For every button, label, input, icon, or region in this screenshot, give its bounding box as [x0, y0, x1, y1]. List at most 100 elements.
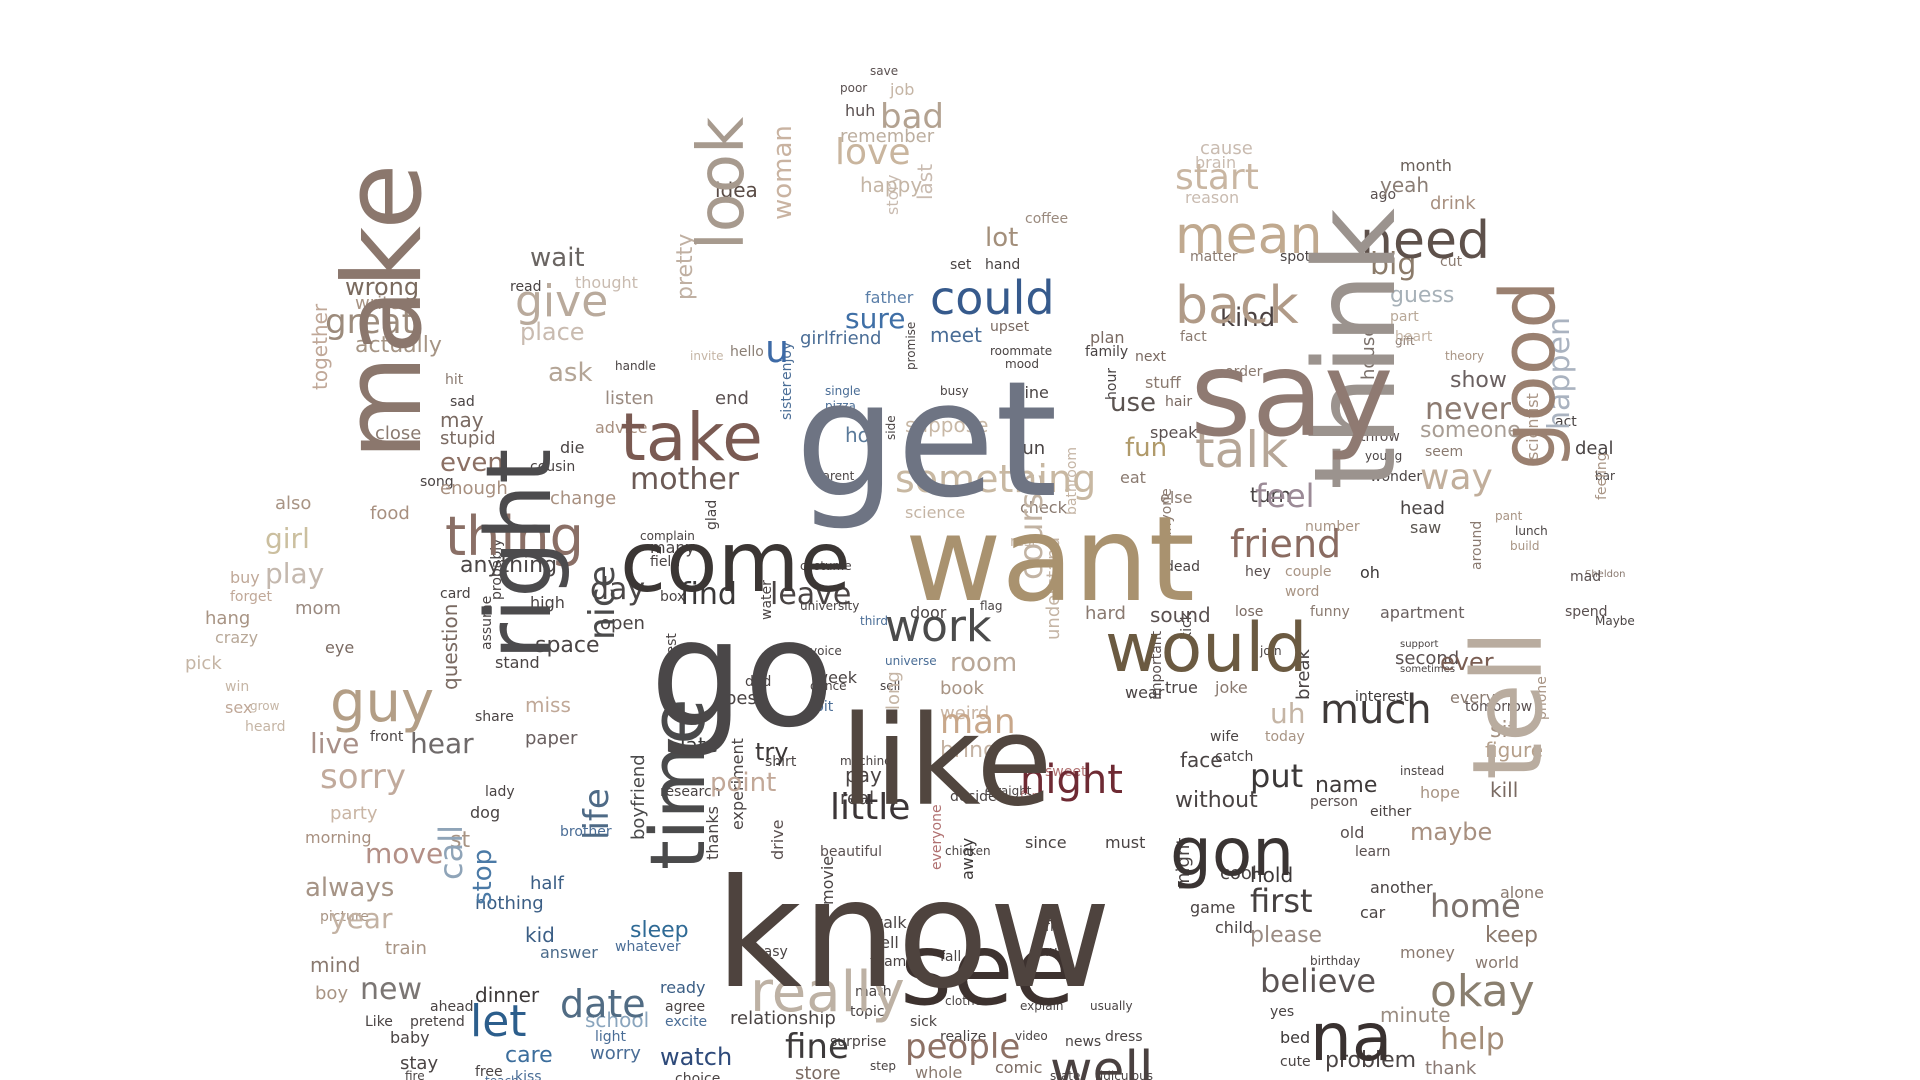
word-funny: funny: [1310, 604, 1350, 620]
word-university: university: [800, 599, 860, 613]
word-kill: kill: [1490, 778, 1519, 802]
word-lot: lot: [985, 223, 1019, 253]
word-boy: boy: [315, 983, 349, 1004]
word-great: great: [325, 302, 415, 342]
word-room: room: [950, 648, 1018, 678]
word-reason: reason: [1185, 188, 1240, 207]
word-girlfriend: girlfriend: [800, 328, 882, 349]
word-another: another: [1370, 878, 1433, 897]
word-weird: weird: [940, 703, 990, 724]
word-pay: pay: [845, 763, 882, 787]
word-go: go: [650, 588, 835, 760]
word-mother: mother: [630, 462, 740, 497]
word-ready: ready: [660, 978, 706, 997]
word-whole: whole: [915, 1063, 963, 1080]
word-realize: realize: [940, 1029, 987, 1045]
word-home: home: [1430, 887, 1521, 925]
word-alone: alone: [1500, 883, 1545, 902]
word-crazy: crazy: [215, 628, 259, 647]
word-hand: hand: [985, 257, 1021, 273]
word-little: little: [830, 787, 911, 828]
word-math: math: [855, 984, 892, 1000]
word-else: else: [1160, 488, 1193, 507]
word-pick: pick: [185, 653, 222, 674]
word-feeling: feeling: [1594, 452, 1610, 500]
word-stand: stand: [495, 653, 540, 672]
word-choice: choice: [675, 1071, 721, 1080]
word-food: food: [370, 503, 410, 524]
word-lady: lady: [485, 784, 515, 800]
word-nothing: nothing: [475, 893, 544, 914]
word-theory: theory: [1445, 349, 1485, 363]
word-birthday: birthday: [1310, 954, 1361, 968]
word-look: look: [685, 116, 759, 250]
word-step: step: [870, 1059, 896, 1073]
word-couple: couple: [1285, 564, 1332, 580]
word-name: name: [1315, 773, 1378, 798]
word-fun: fun: [1125, 433, 1168, 463]
word-mom: mom: [295, 598, 342, 619]
word-topic: topic: [850, 1004, 885, 1020]
word-chicken: chicken: [945, 844, 991, 858]
word-year: year: [330, 902, 393, 935]
word-big: big: [1370, 247, 1417, 282]
word-take: take: [620, 399, 763, 476]
word-money: money: [1400, 943, 1455, 962]
word-baby: baby: [390, 1028, 430, 1047]
word-fall: fall: [940, 949, 962, 965]
word-family: family: [1085, 344, 1129, 360]
word-like: like: [840, 690, 1053, 834]
word-ridiculous: ridiculous: [1095, 1069, 1153, 1080]
word-high: high: [530, 593, 565, 612]
word-dress: dress: [1105, 1029, 1143, 1045]
word-whatever: whatever: [615, 939, 681, 955]
word-st: st: [450, 828, 471, 853]
word-hot: hot: [845, 423, 878, 447]
word-leave: leave: [770, 577, 852, 612]
word-find: find: [680, 577, 737, 612]
word-see: see: [900, 911, 1076, 1028]
word-explain: explain: [1020, 999, 1064, 1013]
word-meet: meet: [930, 323, 982, 347]
word-news: news: [1065, 1034, 1102, 1050]
word-hair: hair: [1165, 394, 1193, 410]
word-call: call: [432, 825, 470, 880]
word-bring: bring: [940, 738, 998, 763]
word-wait: wait: [530, 243, 585, 273]
word-cut: cut: [1440, 254, 1463, 270]
word-set: set: [950, 257, 972, 273]
word-head: head: [1400, 498, 1445, 519]
word-remember: remember: [840, 126, 935, 147]
word-coffee: coffee: [1025, 211, 1069, 227]
word-song: song: [420, 474, 454, 490]
word-space: space: [535, 633, 600, 658]
word-lose: lose: [1235, 604, 1264, 620]
word-put: put: [1250, 757, 1304, 795]
word-wrong: wrong: [345, 273, 420, 301]
word-ever: ever: [1440, 648, 1494, 676]
word-idea: idea: [715, 178, 758, 202]
word-place: place: [520, 318, 585, 346]
word-sure: sure: [845, 302, 906, 335]
word-feel: feel: [1255, 477, 1315, 515]
word-month: month: [1400, 156, 1452, 175]
word-also: also: [275, 493, 312, 514]
word-check: check: [1020, 498, 1067, 517]
word-ahead: ahead: [430, 999, 474, 1015]
word-eat: eat: [1120, 468, 1146, 487]
word-hey: hey: [1245, 564, 1271, 580]
word-interest: interest: [1355, 689, 1409, 705]
word-store: store: [795, 1063, 841, 1080]
word-hit: hit: [445, 372, 464, 388]
word-busy: busy: [940, 384, 969, 398]
word-state: state: [1050, 1069, 1081, 1080]
word-box: box: [660, 589, 686, 605]
word-hello: hello: [730, 344, 764, 360]
word-anything: anything: [460, 553, 558, 578]
word-spot: spot: [1280, 249, 1311, 265]
word-sell: sell: [880, 679, 901, 693]
word-single: single: [825, 384, 861, 398]
word-suppose: suppose: [905, 413, 989, 437]
word-share: share: [475, 709, 514, 725]
word-oh: oh: [1360, 563, 1380, 582]
